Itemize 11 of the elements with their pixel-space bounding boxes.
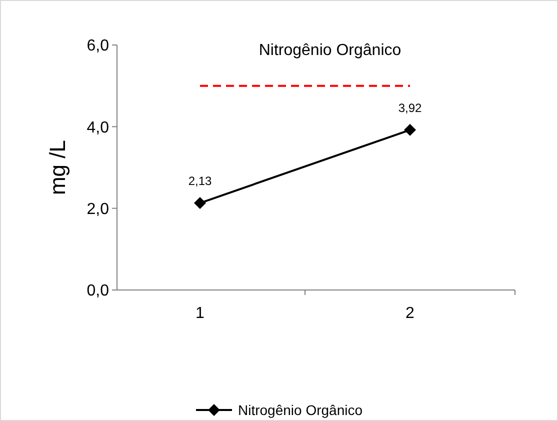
legend-label: Nitrogênio Orgânico	[238, 402, 363, 418]
data-label: 3,92	[398, 100, 422, 115]
chart-title: Nitrogênio Orgânico	[258, 42, 402, 59]
y-axis-title: mg /L	[45, 140, 70, 196]
y-tick-label: 6,0	[86, 38, 110, 55]
data-label: 2,13	[188, 174, 212, 188]
x-tick-label: 1	[196, 305, 205, 322]
y-tick-label: 0,0	[86, 282, 110, 300]
y-tick-label: 4,0	[86, 119, 110, 136]
x-tick-label: 2	[406, 305, 415, 322]
y-tick-label: 2,0	[86, 200, 110, 218]
